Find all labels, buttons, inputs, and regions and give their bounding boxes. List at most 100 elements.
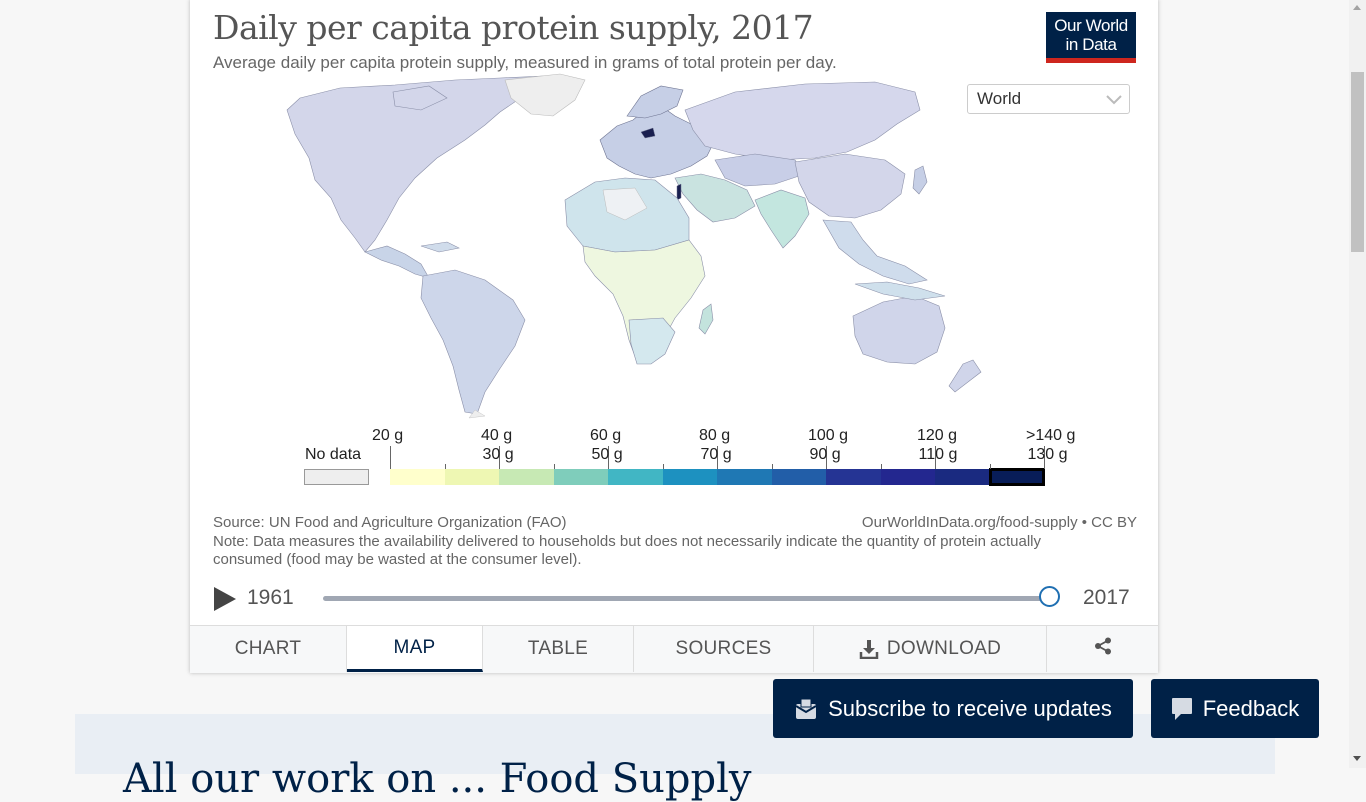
- map-region-israel: [676, 183, 682, 201]
- map-region-indonesia: [854, 281, 946, 301]
- subscribe-button[interactable]: Subscribe to receive updates: [773, 679, 1133, 738]
- map-region-east-asia: [794, 153, 906, 219]
- tab-map-label: MAP: [393, 636, 436, 658]
- timeline-handle[interactable]: [1039, 586, 1060, 607]
- scroll-down-arrow-icon[interactable]: [1353, 756, 1361, 761]
- play-icon[interactable]: [214, 587, 236, 611]
- legend-swatch[interactable]: [499, 469, 554, 485]
- legend-upper-label: 80 g: [699, 427, 731, 444]
- legend-lower-label: 30 g: [482, 446, 514, 463]
- map-region-madagascar: [698, 303, 714, 335]
- map-region-japan: [912, 165, 928, 195]
- timeline-track[interactable]: [323, 596, 1058, 601]
- logo-line2: in Data: [1065, 35, 1117, 54]
- map-region-sahara-nodata: [602, 187, 648, 221]
- map-region-south-america: [420, 269, 526, 415]
- tab-chart[interactable]: CHART: [190, 626, 347, 672]
- map-region-lithuania: [640, 127, 656, 139]
- page-scrollbar[interactable]: [1349, 0, 1366, 768]
- legend-swatch[interactable]: [444, 469, 499, 485]
- envelope-icon: [794, 698, 818, 720]
- legend-tick: [717, 446, 718, 469]
- map-region-central-america: [364, 245, 430, 279]
- timeline-end-year: 2017: [1083, 586, 1130, 609]
- legend-upper-label: 20 g: [372, 427, 404, 444]
- map-region-caribbean: [420, 241, 460, 253]
- map-region-canada-islands: [392, 85, 448, 111]
- map-legend: No data: [190, 422, 1158, 492]
- legend-tick: [989, 464, 991, 469]
- map-region-australia: [852, 295, 946, 365]
- chevron-down-icon: [1105, 92, 1123, 112]
- legend-tick: [444, 464, 446, 469]
- legend-lower-label: 70 g: [700, 446, 732, 463]
- tab-download-label: DOWNLOAD: [886, 638, 1002, 659]
- chart-note: Note: Data measures the availability del…: [213, 533, 1041, 568]
- legend-swatch[interactable]: [826, 469, 881, 485]
- legend-tick: [499, 446, 500, 469]
- legend-lower-label: 50 g: [591, 446, 623, 463]
- map-region-greenland: [504, 73, 586, 117]
- map-region-middle-east: [674, 173, 756, 223]
- legend-swatch[interactable]: [771, 469, 826, 485]
- legend-lower-label: 90 g: [809, 446, 841, 463]
- legend-swatch[interactable]: [662, 469, 717, 485]
- world-map[interactable]: [215, 70, 1015, 420]
- timeline: 1961 2017: [190, 582, 1158, 618]
- chart-subtitle: Average daily per capita protein supply,…: [213, 53, 837, 72]
- legend-tick: [826, 446, 827, 469]
- scroll-up-arrow-icon[interactable]: [1353, 5, 1361, 10]
- tab-map[interactable]: MAP: [347, 626, 483, 672]
- chart-title: Daily per capita protein supply, 2017: [213, 8, 814, 47]
- chart-url[interactable]: OurWorldInData.org/food-supply • CC BY: [861, 514, 1137, 531]
- legend-tick: [608, 446, 609, 469]
- map-region-russia: [684, 81, 921, 161]
- feedback-label: Feedback: [1202, 695, 1300, 721]
- legend-tick: [880, 464, 882, 469]
- legend-upper-label: >140 g: [1026, 427, 1076, 444]
- related-heading: All our work on ... Food Supply: [123, 756, 752, 802]
- download-icon: [859, 639, 879, 659]
- feedback-button[interactable]: Feedback: [1151, 679, 1319, 738]
- timeline-start-year: 1961: [247, 586, 294, 609]
- legend-upper-label: 40 g: [481, 427, 513, 444]
- legend-upper-label: 120 g: [917, 427, 958, 444]
- map-region-southern-africa: [628, 317, 676, 365]
- legend-lower-label: 110 g: [918, 446, 958, 463]
- region-select[interactable]: World: [967, 84, 1130, 114]
- legend-swatch-highlight: [988, 468, 1045, 486]
- tab-sources[interactable]: SOURCES: [634, 626, 814, 672]
- tab-sources-label: SOURCES: [675, 638, 772, 659]
- legend-lower-label: 130 g: [1027, 446, 1068, 463]
- subscribe-label: Subscribe to receive updates: [828, 695, 1112, 721]
- map-region-new-zealand: [948, 359, 982, 393]
- legend-tick: [935, 446, 936, 469]
- tab-download[interactable]: DOWNLOAD: [814, 626, 1047, 672]
- legend-swatch[interactable]: [880, 469, 935, 485]
- logo-line1: Our World: [1054, 16, 1128, 35]
- map-region-north-america: [286, 75, 546, 253]
- tab-share[interactable]: [1047, 626, 1158, 672]
- tab-table-label: TABLE: [527, 638, 589, 659]
- chart-source: Source: UN Food and Agriculture Organiza…: [213, 514, 567, 531]
- legend-tick: [1044, 446, 1045, 469]
- legend-swatch[interactable]: [717, 469, 772, 485]
- legend-swatch[interactable]: [553, 469, 608, 485]
- legend-upper-label: 100 g: [808, 427, 849, 444]
- chart-card: Daily per capita protein supply, 2017 Av…: [190, 0, 1158, 673]
- region-select-value: World: [977, 89, 1022, 108]
- scroll-thumb[interactable]: [1351, 72, 1364, 252]
- map-region-southeast-asia: [822, 219, 928, 285]
- owid-logo[interactable]: Our World in Data: [1046, 12, 1136, 63]
- legend-swatch[interactable]: [608, 469, 663, 485]
- legend-tick: [771, 464, 773, 469]
- legend-swatch[interactable]: [989, 469, 1044, 485]
- map-region-scandinavia: [626, 85, 684, 119]
- legend-tick: [390, 446, 391, 469]
- legend-tick: [662, 464, 664, 469]
- legend-upper-label: 60 g: [590, 427, 622, 444]
- legend-swatch[interactable]: [390, 469, 445, 485]
- tab-table[interactable]: TABLE: [483, 626, 634, 672]
- legend-no-data-label: No data: [305, 446, 362, 463]
- legend-swatch[interactable]: [935, 469, 990, 485]
